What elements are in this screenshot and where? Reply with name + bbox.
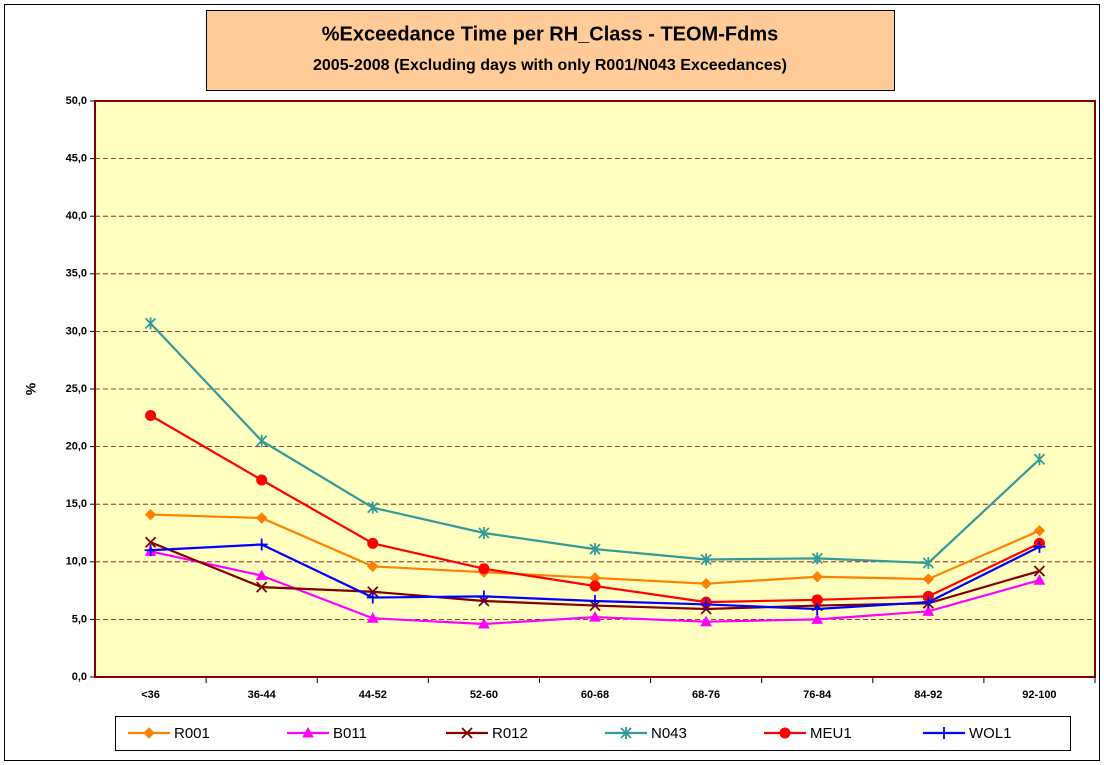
y-tick-label: 40,0 bbox=[66, 210, 87, 222]
data-point bbox=[255, 538, 268, 551]
data-point bbox=[589, 580, 601, 592]
data-point bbox=[811, 571, 823, 583]
data-point bbox=[811, 603, 824, 616]
y-tick-label: 35,0 bbox=[66, 268, 87, 280]
data-point bbox=[700, 577, 712, 590]
data-point bbox=[366, 591, 379, 604]
x-tick-label: 60-68 bbox=[581, 689, 609, 701]
data-point bbox=[1033, 565, 1046, 577]
data-point bbox=[478, 563, 490, 575]
y-tick-label: 45,0 bbox=[66, 153, 87, 165]
data-point bbox=[256, 581, 268, 593]
data-point bbox=[1033, 574, 1046, 585]
legend-label: B011 bbox=[333, 725, 367, 742]
legend-marker bbox=[620, 727, 632, 739]
data-point bbox=[700, 615, 712, 627]
y-tick-label: 20,0 bbox=[66, 441, 87, 453]
chart-title: %Exceedance Time per RH_Class - TEOM-Fdm… bbox=[322, 23, 778, 45]
y-axis-label: % bbox=[23, 382, 39, 395]
data-point bbox=[478, 527, 490, 539]
x-tick-label: 92-100 bbox=[1022, 689, 1056, 701]
data-point bbox=[144, 317, 157, 330]
y-tick-label: 0,0 bbox=[72, 671, 87, 683]
legend-marker bbox=[461, 727, 473, 739]
data-point bbox=[256, 474, 268, 486]
data-point bbox=[700, 598, 713, 611]
data-point bbox=[1033, 540, 1046, 553]
legend-label: R001 bbox=[174, 725, 210, 742]
x-tick-label: 52-60 bbox=[470, 689, 498, 701]
data-point bbox=[367, 560, 379, 573]
x-tick-label: <36 bbox=[141, 689, 160, 701]
data-point bbox=[811, 613, 824, 624]
title-box bbox=[206, 10, 895, 91]
data-point bbox=[700, 553, 712, 566]
x-tick-label: 84-92 bbox=[914, 689, 942, 701]
data-point bbox=[256, 434, 268, 447]
legend-label: WOL1 bbox=[969, 725, 1012, 742]
legend-marker bbox=[938, 727, 950, 739]
y-tick-label: 5,0 bbox=[72, 613, 87, 625]
legend-label: N043 bbox=[651, 725, 687, 742]
y-tick-label: 25,0 bbox=[66, 383, 87, 395]
data-point bbox=[922, 573, 935, 585]
data-point bbox=[478, 617, 490, 629]
data-point bbox=[589, 594, 601, 607]
legend-marker bbox=[302, 726, 314, 738]
legend-marker bbox=[143, 727, 155, 739]
data-point bbox=[811, 594, 823, 606]
legend-marker bbox=[779, 727, 791, 739]
y-tick-label: 15,0 bbox=[66, 498, 87, 510]
x-tick-label: 68-76 bbox=[692, 689, 720, 701]
y-tick-label: 50,0 bbox=[66, 95, 87, 107]
data-point bbox=[589, 543, 601, 556]
data-point bbox=[255, 569, 268, 581]
data-point bbox=[1033, 524, 1046, 537]
data-point bbox=[367, 537, 379, 549]
data-point bbox=[255, 512, 268, 524]
data-point bbox=[922, 605, 935, 616]
data-point bbox=[366, 612, 379, 623]
x-tick-label: 44-52 bbox=[359, 689, 387, 701]
legend-box bbox=[115, 716, 1071, 751]
data-point bbox=[145, 410, 157, 421]
data-point bbox=[144, 508, 157, 521]
x-tick-label: 36-44 bbox=[248, 689, 277, 701]
data-point bbox=[589, 611, 601, 622]
x-tick-label: 76-84 bbox=[803, 689, 832, 701]
y-tick-label: 30,0 bbox=[66, 325, 87, 337]
legend-label: MEU1 bbox=[810, 725, 852, 742]
data-point bbox=[922, 596, 935, 609]
legend-label: R012 bbox=[492, 725, 528, 742]
data-point bbox=[367, 501, 379, 514]
data-point bbox=[144, 536, 157, 548]
chart-subtitle: 2005-2008 (Excluding days with only R001… bbox=[313, 57, 787, 74]
data-point bbox=[1033, 453, 1046, 466]
plot-border bbox=[94, 100, 1096, 678]
data-point bbox=[477, 590, 490, 603]
y-tick-label: 10,0 bbox=[66, 556, 87, 568]
data-point bbox=[922, 556, 934, 569]
data-point bbox=[144, 544, 157, 557]
data-point bbox=[811, 552, 823, 565]
